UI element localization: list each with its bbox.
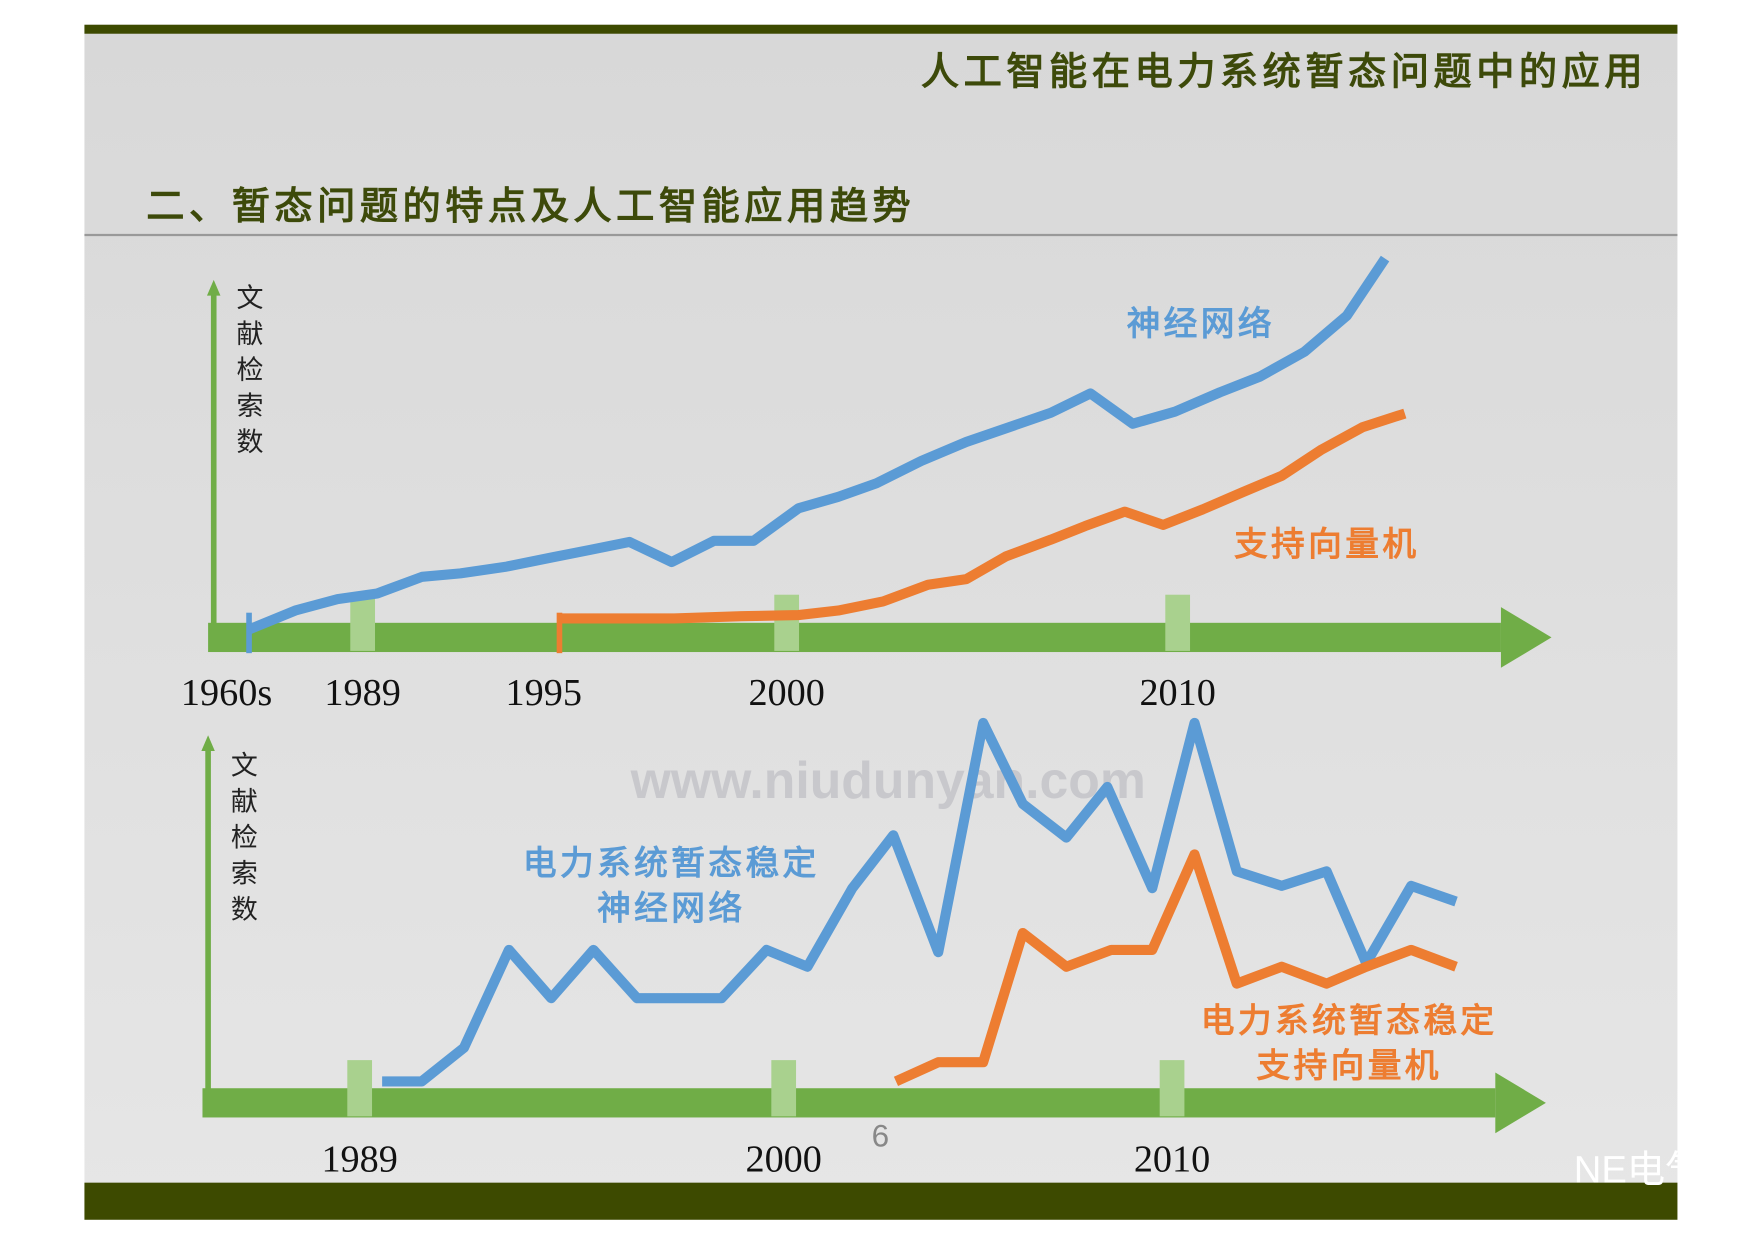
x-tick-label: 1960s [181,672,272,714]
y-axis-arrow [201,735,215,751]
series-line [382,717,1458,1087]
x-tick-label: 2010 [1134,1138,1210,1180]
slide-bg [84,24,1678,1220]
series-line [893,849,1458,1086]
series-label: 神经网络 [1127,304,1275,343]
subtitle: 二、暂态问题的特点及人工智能应用趋势 [146,185,915,228]
tick-mark [350,594,376,651]
tick-mark [1165,594,1191,651]
tick-mark [774,594,800,651]
brand: NE电气 [1574,1149,1704,1192]
y-axis-arrow [206,279,221,296]
bottom-bar [84,1182,1678,1220]
x-axis-arrow [1500,607,1552,668]
tick-mark [771,1060,797,1117]
series-label: 神经网络 [597,889,745,928]
x-tick-label: 1989 [321,1138,397,1180]
y-axis-label: 文献检索数 [232,283,262,463]
x-tick-label: 2010 [1139,672,1215,714]
y-axis-label: 文献检索数 [227,751,257,931]
x-tick-label: 1989 [324,672,400,714]
x-tick-label: 1995 [506,672,582,714]
watermark: www.niudunyan.com [630,751,1146,809]
top-bar [84,24,1678,34]
x-tick-label: 2000 [748,672,824,714]
series-label: 支持向量机 [1256,1047,1441,1085]
series-label: 电力系统暂态稳定 [1201,1002,1498,1040]
x-axis-arrow [1495,1072,1546,1134]
series-label: 支持向量机 [1234,525,1419,563]
series-line [247,255,1390,635]
x-axis [208,622,1501,653]
series-line [559,408,1407,624]
x-axis [202,1088,1496,1118]
series-label: 电力系统暂态稳定 [523,845,820,883]
tick-mark [1159,1060,1185,1117]
x-tick-label: 2000 [745,1138,821,1180]
page-number: 6 [872,1119,890,1154]
tick-mark [347,1060,373,1117]
header-title: 人工智能在电力系统暂态问题中的应用 [921,50,1647,93]
